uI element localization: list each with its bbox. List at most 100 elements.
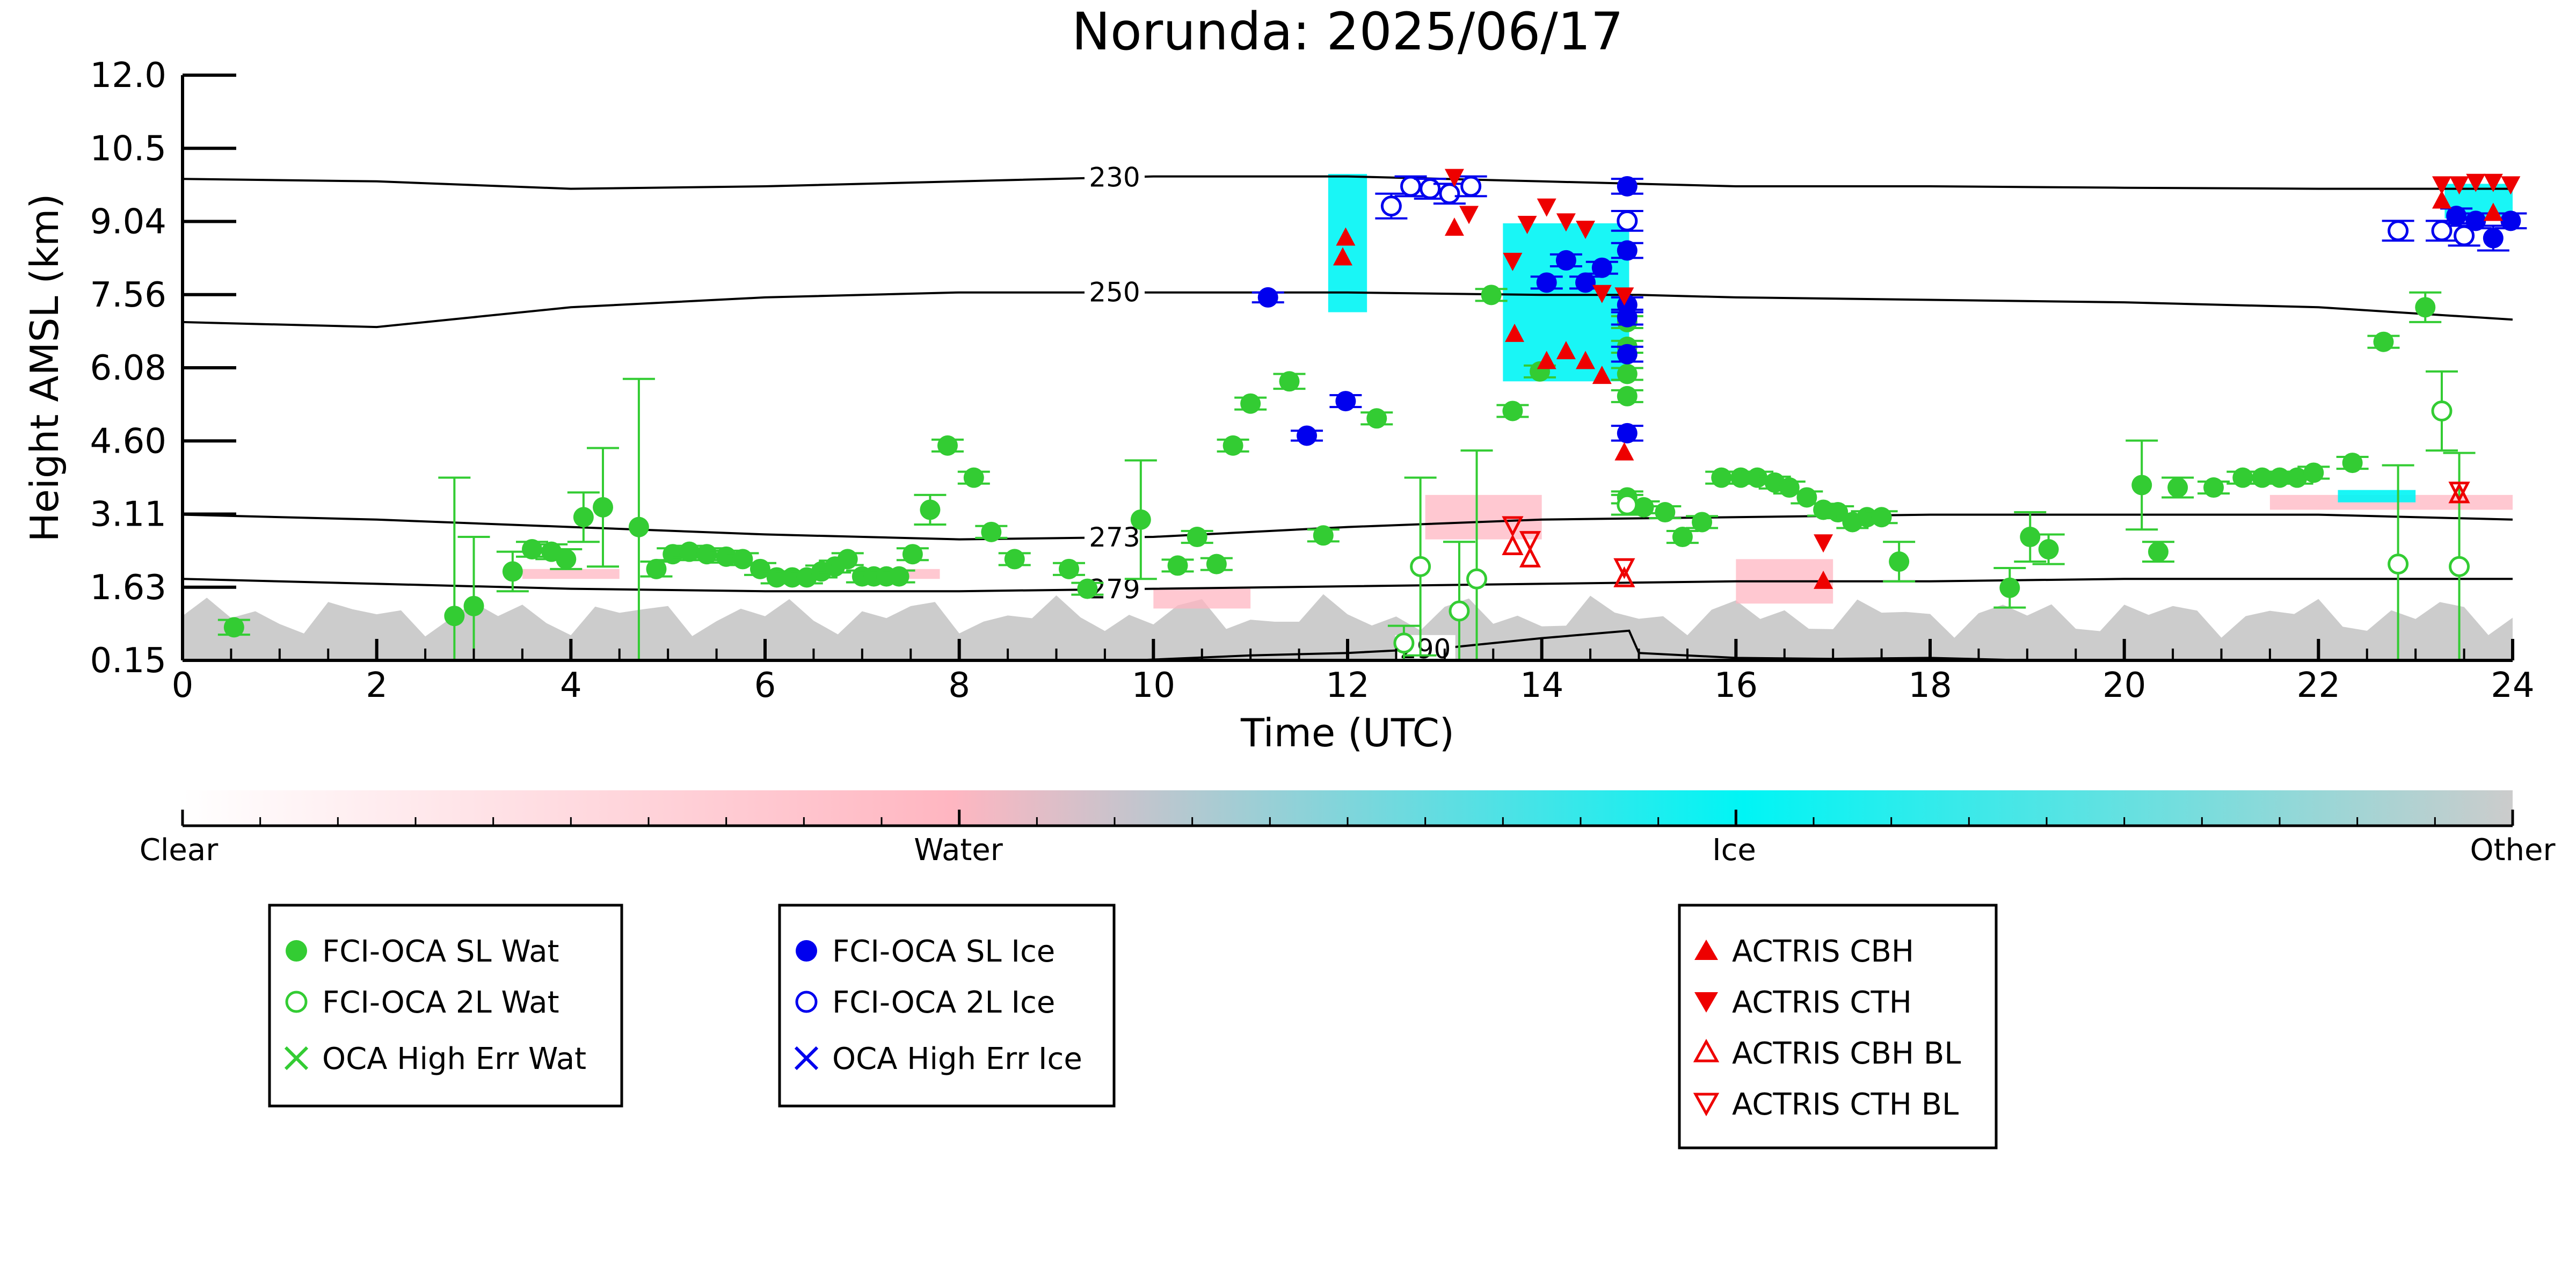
data-point xyxy=(1617,307,1638,328)
data-point xyxy=(1333,247,1352,266)
contour-line-290 xyxy=(1134,629,2027,660)
y-tick-label: 0.15 xyxy=(90,641,167,681)
data-point xyxy=(1617,494,1638,515)
data-point xyxy=(1444,169,1464,187)
legend-actris-box xyxy=(1678,904,1998,1149)
data-point xyxy=(1297,425,1318,446)
data-point xyxy=(1187,527,1207,548)
data-point xyxy=(1222,435,1243,456)
contour-label-273: 273 xyxy=(1089,522,1140,553)
x-tick-label: 24 xyxy=(2491,666,2534,705)
data-point xyxy=(1240,393,1261,414)
data-point xyxy=(716,546,737,567)
data-point xyxy=(1614,442,1634,461)
legend-cth-marker xyxy=(1694,992,1718,1013)
data-point xyxy=(1711,467,1732,488)
y-tick-label: 12.0 xyxy=(90,56,167,96)
colorbar-label-ice: Ice xyxy=(1712,833,1756,868)
x-tick-label: 0 xyxy=(172,666,194,705)
data-point xyxy=(1505,323,1525,342)
data-point xyxy=(2483,228,2504,249)
contour-line-273 xyxy=(183,513,2513,541)
legend-high-err-ice-label: OCA High Err Ice xyxy=(832,1042,1082,1076)
data-point xyxy=(522,539,542,560)
data-point xyxy=(2431,400,2453,421)
data-point xyxy=(2148,541,2169,562)
y-ticks: 0.15 1.63 3.11 4.60 6.08 7.56 9.04 10.5 12.0 xyxy=(90,56,236,681)
y-tick-label: 3.11 xyxy=(90,495,167,535)
data-point xyxy=(902,544,923,565)
data-point xyxy=(223,617,244,638)
data-point xyxy=(1481,285,1502,305)
data-point xyxy=(963,467,984,488)
x-tick-label: 18 xyxy=(1908,666,1952,705)
x-tick-label: 16 xyxy=(1714,666,1758,705)
data-point xyxy=(1617,423,1638,443)
legend-ice: FCI-OCA SL Ice FCI-OCA 2L Ice OCA High E… xyxy=(778,904,1116,1108)
data-point xyxy=(1617,344,1638,365)
data-point xyxy=(1439,183,1460,205)
data-point xyxy=(1502,534,1524,555)
data-point xyxy=(1167,555,1188,576)
colorbar: Clear Water Ice Other xyxy=(140,790,2556,868)
legend-high-err-wat-label: OCA High Err Wat xyxy=(322,1042,586,1076)
data-point xyxy=(981,521,1002,542)
data-point xyxy=(1517,215,1537,234)
x-tick-label: 4 xyxy=(560,666,582,705)
data-point xyxy=(1279,371,1300,392)
contour-label-bg xyxy=(1085,523,1145,551)
data-point xyxy=(1335,391,1356,412)
data-point xyxy=(1614,287,1634,306)
data-point xyxy=(1556,213,1576,232)
legend-cth-bl-label: ACTRIS CTH BL xyxy=(1732,1087,1959,1122)
legend-2l-wat-label: FCI-OCA 2L Wat xyxy=(322,985,559,1020)
data-point xyxy=(628,516,649,537)
data-point xyxy=(2500,210,2521,231)
data-point xyxy=(1004,549,1025,570)
data-point xyxy=(1537,198,1556,217)
data-point xyxy=(2287,467,2308,488)
data-point xyxy=(1400,176,1422,197)
data-point xyxy=(1814,534,1833,553)
legend-2l-wat-marker xyxy=(285,991,308,1013)
x-tick-label: 2 xyxy=(366,666,388,705)
data-point xyxy=(732,549,753,570)
data-point xyxy=(1592,285,1612,303)
series-fci-oca-2l-wat xyxy=(1387,370,2476,661)
legend-2l-ice-marker xyxy=(795,991,818,1013)
contour-line-250 xyxy=(183,291,2513,329)
data-point xyxy=(1410,556,1431,577)
data-point xyxy=(1380,195,1402,217)
data-point xyxy=(1519,531,1541,552)
data-point xyxy=(663,544,683,565)
legend-sl-wat-label: FCI-OCA SL Wat xyxy=(322,934,559,969)
data-point xyxy=(1130,509,1151,530)
data-point xyxy=(1420,178,1441,200)
data-point xyxy=(1617,363,1638,384)
data-point xyxy=(463,595,484,616)
legend-cbh-label: ACTRIS CBH xyxy=(1732,934,1914,969)
data-point xyxy=(1613,558,1635,579)
data-point xyxy=(1555,250,1576,271)
data-point xyxy=(2203,477,2224,498)
data-point xyxy=(1536,272,1557,293)
data-point xyxy=(679,541,700,562)
data-point xyxy=(749,558,770,579)
data-point xyxy=(1077,578,1098,599)
data-point xyxy=(1828,502,1849,523)
contour-label-bg xyxy=(1085,163,1145,192)
series-actris-cth xyxy=(1444,169,2521,553)
data-point xyxy=(1871,507,1892,528)
legend-cth-bl-marker xyxy=(1693,1093,1720,1117)
y-tick-label: 1.63 xyxy=(90,568,167,608)
legend-cbh-bl-label: ACTRIS CBH BL xyxy=(1732,1036,1961,1071)
data-point xyxy=(1613,566,1635,587)
data-point xyxy=(1672,527,1693,548)
data-point xyxy=(2466,173,2486,192)
legend-water: FCI-OCA SL Wat FCI-OCA 2L Wat OCA High E… xyxy=(268,904,623,1108)
water-cloud-region xyxy=(522,569,620,579)
data-point xyxy=(1633,497,1654,518)
data-point xyxy=(1460,176,1482,197)
data-point xyxy=(2446,206,2467,227)
